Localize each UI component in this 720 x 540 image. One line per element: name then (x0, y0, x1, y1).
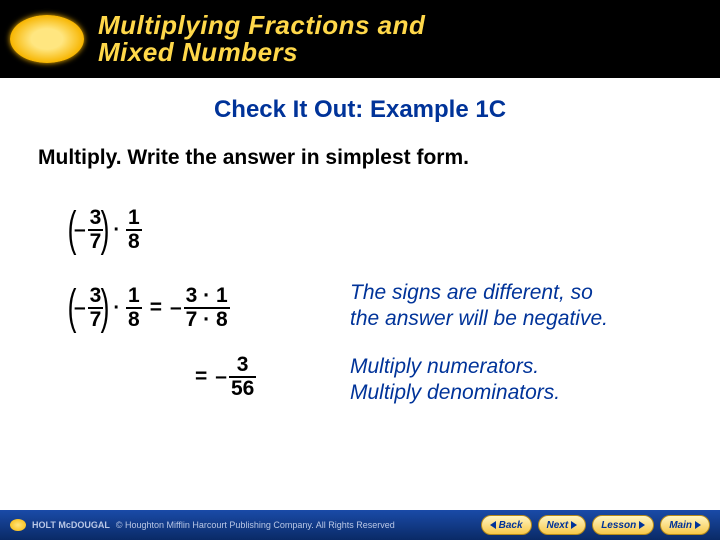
neg-sign: – (170, 296, 182, 320)
work-area: ( – 3 7 ) · 1 8 ( – 3 7 ) · 1 8 = – (70, 206, 720, 456)
close-paren-icon: ) (101, 206, 110, 254)
arrow-left-icon (490, 521, 496, 529)
title-wrap: Multiplying Fractions and Mixed Numbers (98, 12, 425, 67)
result-frac-1: 3 · 1 7 · 8 (184, 285, 230, 331)
main-button[interactable]: Main (660, 515, 710, 535)
title-line-2: Mixed Numbers (98, 39, 425, 66)
instruction-text: Multiply. Write the answer in simplest f… (38, 146, 720, 170)
footer-copy: © Houghton Mifflin Harcourt Publishing C… (116, 520, 395, 530)
mult-dot: · (113, 297, 120, 320)
r1-den: 7 · 8 (184, 309, 230, 331)
step2-expl-b: Multiply denominators. (350, 380, 720, 406)
lesson-button[interactable]: Lesson (592, 515, 654, 535)
footer-bar: HOLT McDOUGAL © Houghton Mifflin Harcour… (0, 510, 720, 540)
header-bar: Multiplying Fractions and Mixed Numbers (0, 0, 720, 78)
next-button[interactable]: Next (538, 515, 587, 535)
equals-sign: = (195, 365, 207, 389)
footer-brand: HOLT McDOUGAL (32, 520, 110, 530)
arrow-right-icon (639, 521, 645, 529)
main-label: Main (669, 520, 692, 531)
step1-expl-b: the answer will be negative. (350, 306, 720, 332)
frac2-den: 8 (126, 231, 142, 253)
step1-expl-a: The signs are different, so (350, 280, 720, 306)
r2-den: 56 (229, 378, 256, 400)
open-paren-icon: ( (68, 206, 77, 254)
back-button[interactable]: Back (481, 515, 532, 535)
open-paren-icon: ( (68, 284, 77, 332)
result-frac-2: 3 56 (229, 354, 256, 400)
footer-logo-icon (10, 519, 26, 531)
fraction-2: 1 8 (126, 207, 142, 253)
fraction-2b: 1 8 (126, 285, 142, 331)
page-subtitle: Check It Out: Example 1C (0, 96, 720, 124)
frac2b-den: 8 (126, 309, 142, 331)
step2-expl-a: Multiply numerators. (350, 354, 720, 380)
step1-row: ( – 3 7 ) · 1 8 = – 3 · 1 7 · 8 (70, 284, 230, 332)
equals-sign: = (150, 296, 162, 320)
title-line-1: Multiplying Fractions and (98, 12, 425, 39)
step1-explanation: The signs are different, so the answer w… (350, 280, 720, 333)
copyright: HOLT McDOUGAL © Houghton Mifflin Harcour… (10, 519, 481, 531)
frac2-num: 1 (126, 207, 142, 229)
r1-num: 3 · 1 (184, 285, 230, 307)
r2-num: 3 (235, 354, 251, 376)
back-label: Back (499, 520, 523, 531)
problem-row: ( – 3 7 ) · 1 8 (70, 206, 142, 254)
step2-explanation: Multiply numerators. Multiply denominato… (350, 354, 720, 407)
next-label: Next (547, 520, 569, 531)
mult-dot: · (113, 219, 120, 242)
neg-sign: – (215, 365, 227, 389)
arrow-right-icon (695, 521, 701, 529)
close-paren-icon: ) (101, 284, 110, 332)
frac2b-num: 1 (126, 285, 142, 307)
logo-oval (10, 15, 84, 63)
arrow-right-icon (571, 521, 577, 529)
nav-buttons: Back Next Lesson Main (481, 515, 710, 535)
lesson-label: Lesson (601, 520, 636, 531)
step2-row: = – 3 56 (187, 354, 256, 400)
